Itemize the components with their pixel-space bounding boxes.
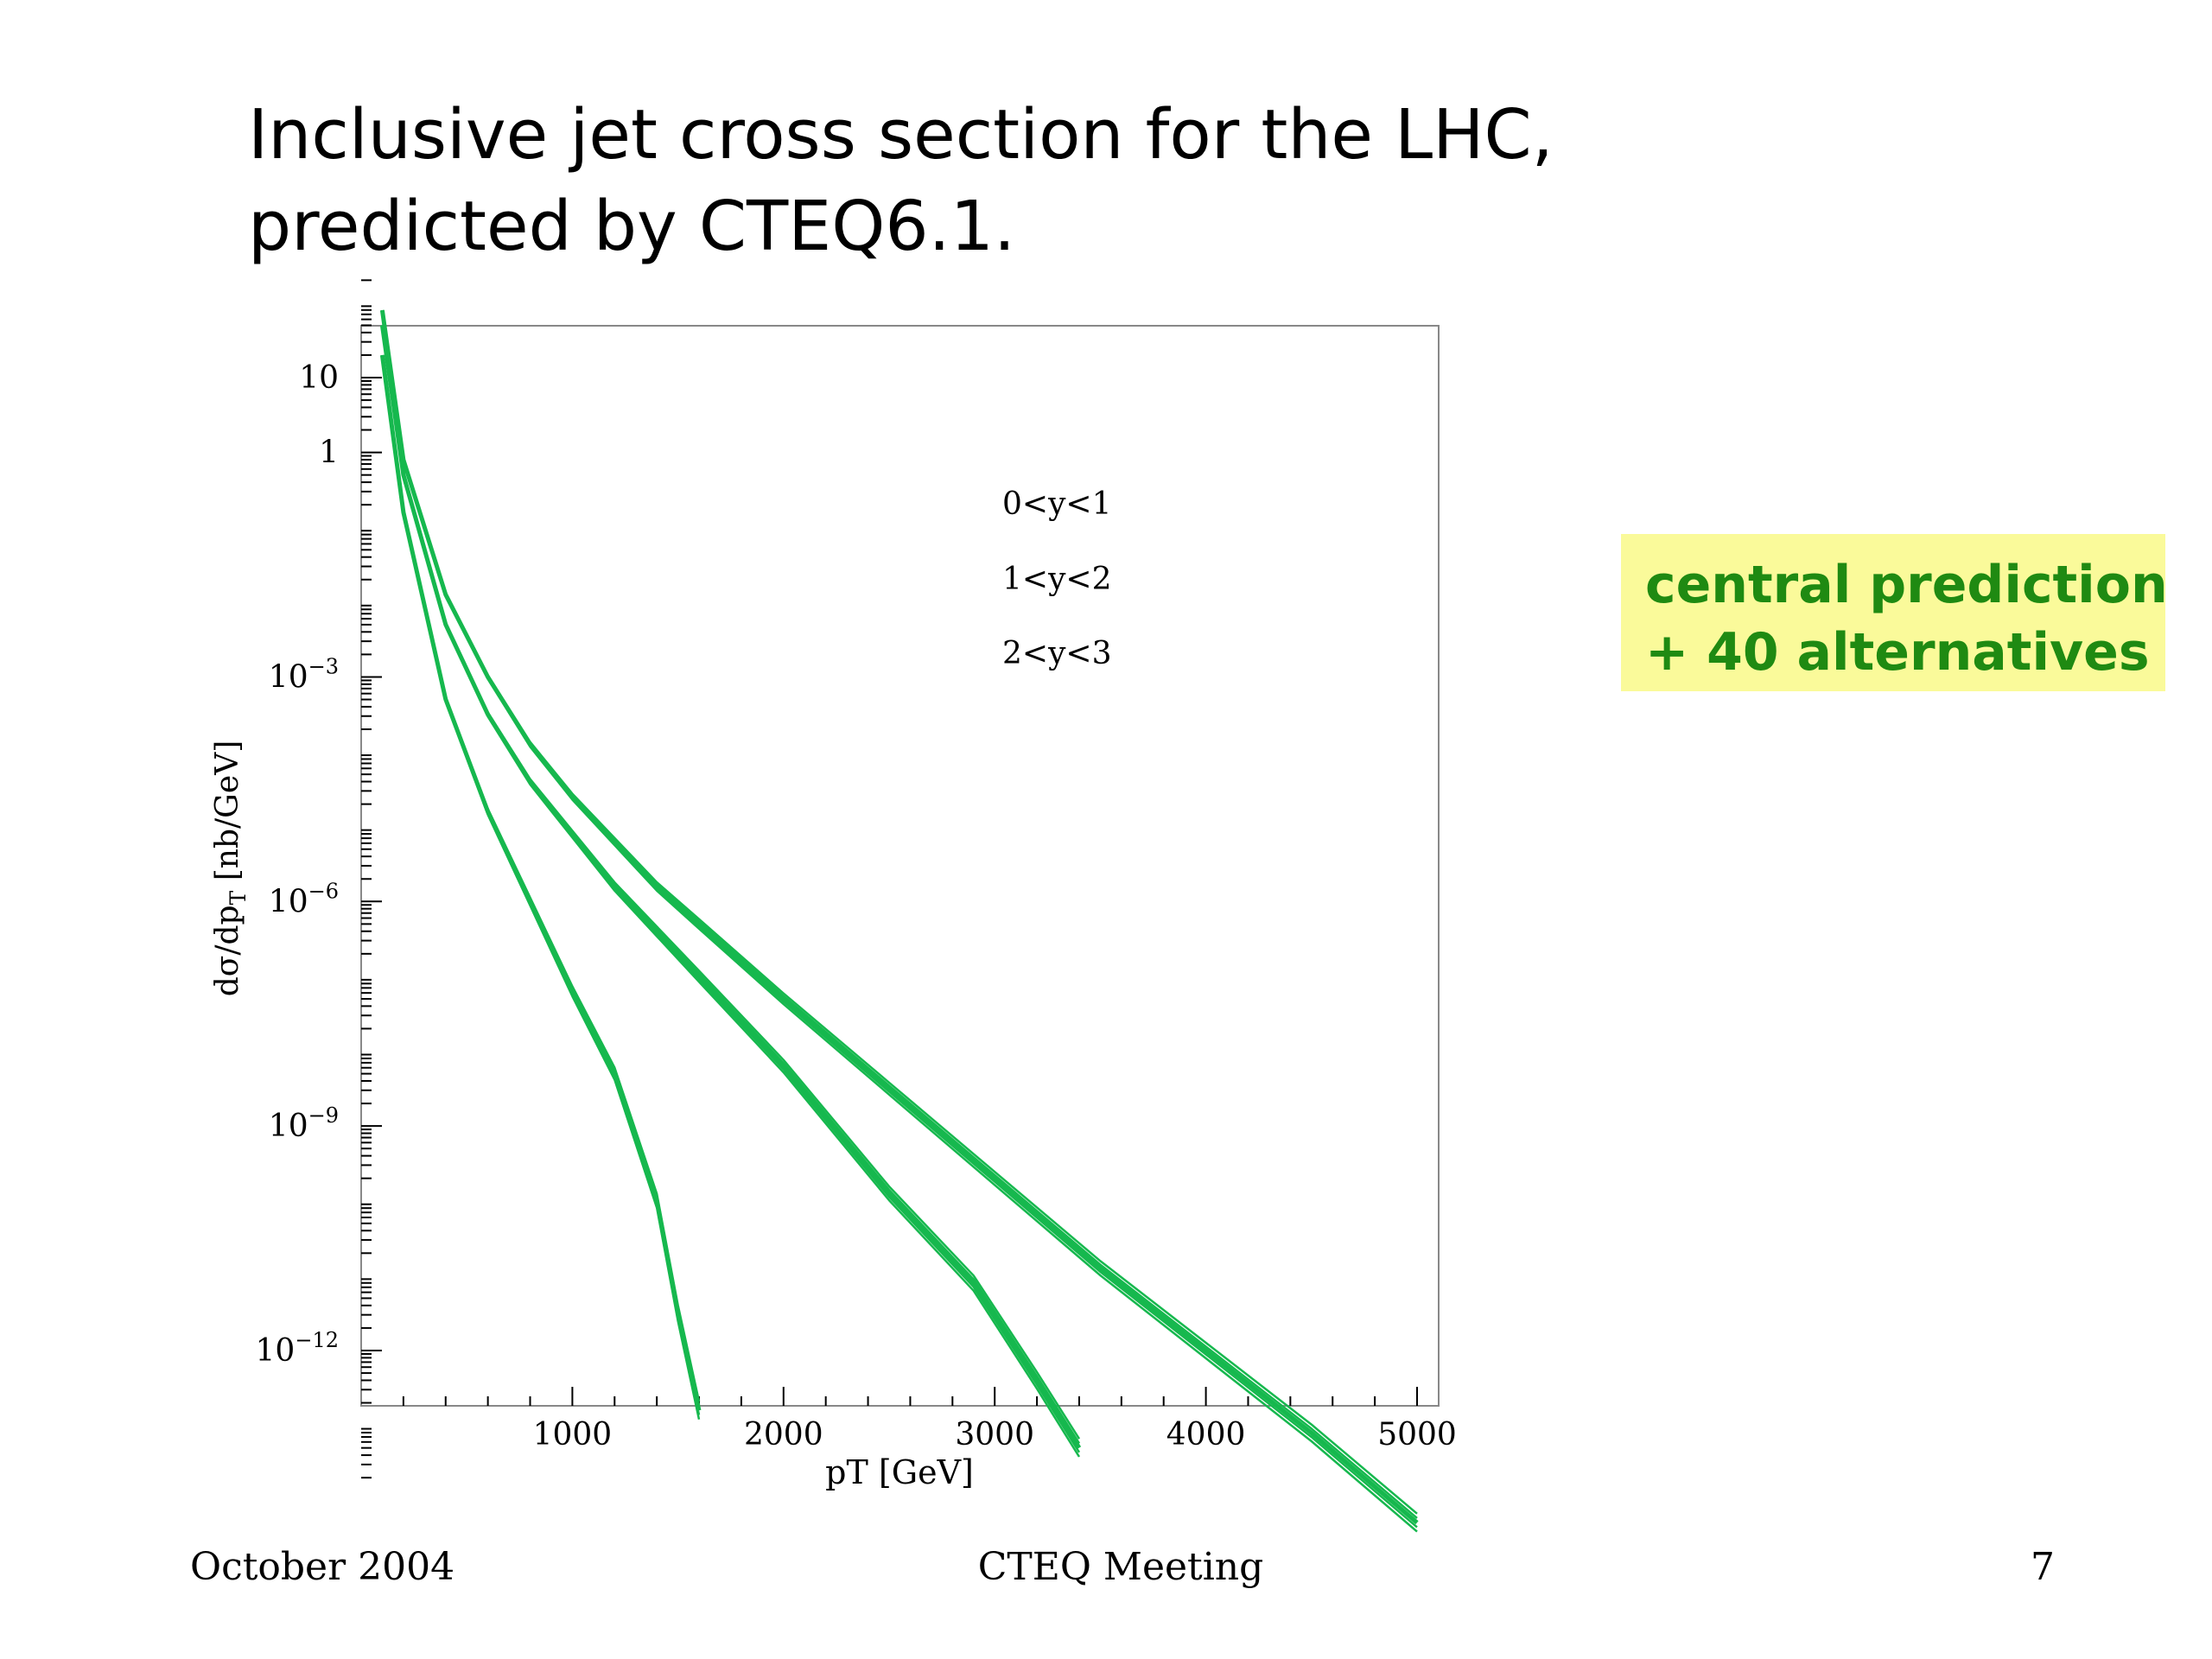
annotation-0-1: 0<y<1 <box>1002 486 1111 522</box>
callout-line2: + 40 alternatives <box>1645 619 2165 686</box>
y-tick-base: 10 <box>269 659 308 695</box>
y-tick-label: 10−9 <box>269 1103 339 1144</box>
y-tick-label: 10−3 <box>269 654 339 695</box>
y-tick-base: 10 <box>299 360 339 396</box>
y-tick-base: 10 <box>256 1333 296 1369</box>
y-tick-base: 10 <box>269 884 308 919</box>
y-tick-label: 10−6 <box>269 879 339 919</box>
annotation-1-2: 1<y<2 <box>1002 562 1111 597</box>
y-tick-label: 10 <box>299 360 339 396</box>
y-tick-label: 10−12 <box>256 1328 339 1369</box>
x-axis-label: pT [GeV] <box>825 1453 974 1491</box>
y-tick-base: 1 <box>319 435 339 471</box>
y-tick-exponent: −3 <box>308 654 339 678</box>
y-axis-label: dσ/dpT [nb/GeV] <box>210 741 251 996</box>
y-tick-exponent: −9 <box>308 1103 339 1128</box>
y-tick-exponent: −12 <box>295 1328 339 1352</box>
y-axis-label-unit: [nb/GeV] <box>210 741 245 891</box>
callout-box: central prediction + 40 alternatives <box>1621 534 2165 691</box>
y-axis-label-main: dσ/dp <box>210 905 245 996</box>
annotation-2-3: 2<y<3 <box>1002 636 1111 671</box>
footer-event: CTEQ Meeting <box>978 1545 1264 1589</box>
y-axis-label-subscript: T <box>226 890 251 905</box>
x-tick-label: 1000 <box>533 1417 613 1452</box>
y-tick-exponent: −6 <box>308 879 339 903</box>
x-tick-label: 4000 <box>1166 1417 1246 1452</box>
footer-date: October 2004 <box>190 1545 454 1589</box>
x-tick-label: 2000 <box>744 1417 823 1452</box>
y-tick-base: 10 <box>269 1109 308 1144</box>
y-minor-ticks <box>361 280 372 1478</box>
x-tick-label: 5000 <box>1377 1417 1457 1452</box>
footer-page-number: 7 <box>2031 1545 2055 1589</box>
y-tick-label: 1 <box>319 435 339 471</box>
cross-section-chart: 1000 2000 3000 4000 5000 10110−310−610−910−1… <box>0 0 2212 1659</box>
callout-line1: central prediction <box>1645 551 2165 619</box>
plot-frame <box>361 326 1439 1406</box>
x-tick-label: 3000 <box>955 1417 1034 1452</box>
